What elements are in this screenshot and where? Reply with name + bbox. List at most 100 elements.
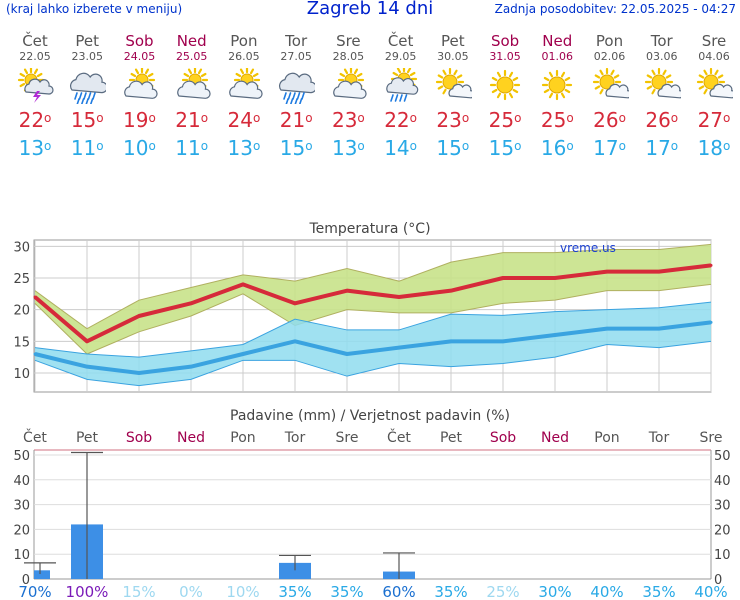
temp-min: 15o xyxy=(488,136,522,160)
day-name: Sob xyxy=(125,32,154,50)
sun-small-cloud-icon xyxy=(435,68,472,99)
forecast-days: Čet 22.05 22o 13o Pet 23.05 15o 11o Sob 24.05 19o 1… xyxy=(0,32,740,172)
temp-min: 13o xyxy=(227,136,261,160)
precipitation-chart: Padavine (mm) / Verjetnost padavin (%) Če… xyxy=(13,408,731,600)
precip-bar xyxy=(34,570,50,579)
temp-max: 21o xyxy=(279,108,313,132)
band-upper-edge xyxy=(34,301,712,358)
series-line xyxy=(34,320,712,375)
data-point xyxy=(137,371,141,375)
data-point xyxy=(241,352,245,356)
temp-max: 22o xyxy=(18,108,52,132)
y-tick-label-left: 10 xyxy=(13,548,30,563)
temp-max: 24o xyxy=(227,108,261,132)
temp-min: 14o xyxy=(384,136,417,160)
precip-bar xyxy=(279,562,311,579)
day-date: 29.05 xyxy=(384,50,417,63)
temp-max: 26o xyxy=(593,108,626,132)
data-point xyxy=(241,282,245,286)
temp-max: 23o xyxy=(331,108,365,132)
sun-small-cloud-icon xyxy=(592,68,629,99)
x-tick-label: Pon xyxy=(594,430,619,446)
day-column: Pet 30.05 23o 15o xyxy=(427,32,479,162)
day-name: Tor xyxy=(650,32,673,50)
data-point xyxy=(397,295,401,299)
temp-max: 23o xyxy=(436,108,470,132)
temp-min: 17o xyxy=(593,136,626,160)
day-date: 28.05 xyxy=(332,50,365,63)
data-point xyxy=(553,276,557,280)
y-tick-label: 15 xyxy=(13,335,30,350)
data-point xyxy=(709,263,713,267)
day-name: Pon xyxy=(595,32,624,50)
header-subtitle[interactable]: (kraj lahko izberete v meniju) xyxy=(6,2,183,16)
day-column: Čet 22.05 22o 13o xyxy=(9,32,61,162)
precip-probability: 35% xyxy=(642,583,675,600)
day-name: Čet xyxy=(22,32,48,50)
y-tick-label-left: 30 xyxy=(13,499,30,514)
x-tick-label: Sre xyxy=(700,430,723,446)
precip-probability: 70% xyxy=(18,583,51,600)
day-column: Čet 29.05 22o 14o xyxy=(375,32,427,162)
temp-min: 13o xyxy=(331,136,365,160)
day-column: Pon 02.06 26o 17o xyxy=(584,32,636,162)
x-tick-label: Pet xyxy=(440,430,463,446)
day-date: 31.05 xyxy=(489,50,521,63)
day-date: 23.05 xyxy=(71,50,103,63)
rain-chart-title: Padavine (mm) / Verjetnost padavin (%) xyxy=(230,408,510,424)
sun-icon xyxy=(542,69,573,101)
precip-probability: 0% xyxy=(179,583,203,600)
sun-icon xyxy=(489,69,521,101)
day-date: 30.05 xyxy=(437,50,469,63)
precip-probability: 40% xyxy=(590,583,623,600)
y-tick-label-right: 10 xyxy=(714,548,731,563)
x-tick-label: Čet xyxy=(23,428,47,446)
precip-probability: 35% xyxy=(434,583,467,600)
temperature-chart: Temperatura (°C) 10 15 20 25 30 vreme.us xyxy=(13,221,713,393)
last-updated: Zadnja posodobitev: 22.05.2025 - 04:27 xyxy=(494,2,736,16)
day-name: Čet xyxy=(387,32,414,50)
sun-behind-cloud-icon xyxy=(124,68,159,99)
data-point xyxy=(345,289,349,293)
precip-probability: 15% xyxy=(122,583,155,600)
data-point xyxy=(605,327,609,331)
day-date: 22.05 xyxy=(19,50,51,63)
x-tick-label: Sre xyxy=(336,430,359,446)
temp-max: 22o xyxy=(384,108,417,132)
day-date: 27.05 xyxy=(280,50,312,63)
cloud-heavy-rain-icon xyxy=(279,72,316,104)
day-column: Tor 03.06 26o 17o xyxy=(636,32,688,162)
day-column: Ned 01.06 25o 16o xyxy=(531,32,583,162)
data-point xyxy=(33,352,37,356)
series-band xyxy=(35,244,711,354)
data-point xyxy=(85,339,89,343)
y-tick-label: 10 xyxy=(13,367,30,382)
precip-probability: 30% xyxy=(538,583,571,600)
day-column: Sob 24.05 19o 10o xyxy=(113,32,165,162)
data-point xyxy=(501,276,505,280)
sun-small-cloud-icon xyxy=(644,68,681,99)
band-lower-edge xyxy=(34,283,712,355)
day-name: Sob xyxy=(490,32,520,50)
sun-small-cloud-icon xyxy=(696,68,733,99)
watermark: vreme.us xyxy=(560,241,616,255)
y-tick-label: 20 xyxy=(13,304,30,319)
day-date: 03.06 xyxy=(646,50,678,63)
data-point xyxy=(657,270,661,274)
band-lower-edge xyxy=(34,340,712,387)
y-tick-label-right: 40 xyxy=(714,474,731,489)
data-point xyxy=(33,295,37,299)
day-column: Pon 26.05 24o 13o xyxy=(218,32,270,162)
y-tick-label-left: 0 xyxy=(22,573,30,588)
y-tick-label-left: 50 xyxy=(13,449,30,464)
day-date: 02.06 xyxy=(593,50,626,63)
y-tick-label-right: 50 xyxy=(714,449,731,464)
x-tick-label: Pon xyxy=(230,430,255,446)
day-name: Pet xyxy=(75,32,100,50)
temp-min: 11o xyxy=(175,136,209,160)
data-point xyxy=(657,327,661,331)
data-point xyxy=(345,352,349,356)
series-line xyxy=(33,263,712,344)
band-upper-edge xyxy=(34,243,712,330)
data-point xyxy=(397,346,401,350)
